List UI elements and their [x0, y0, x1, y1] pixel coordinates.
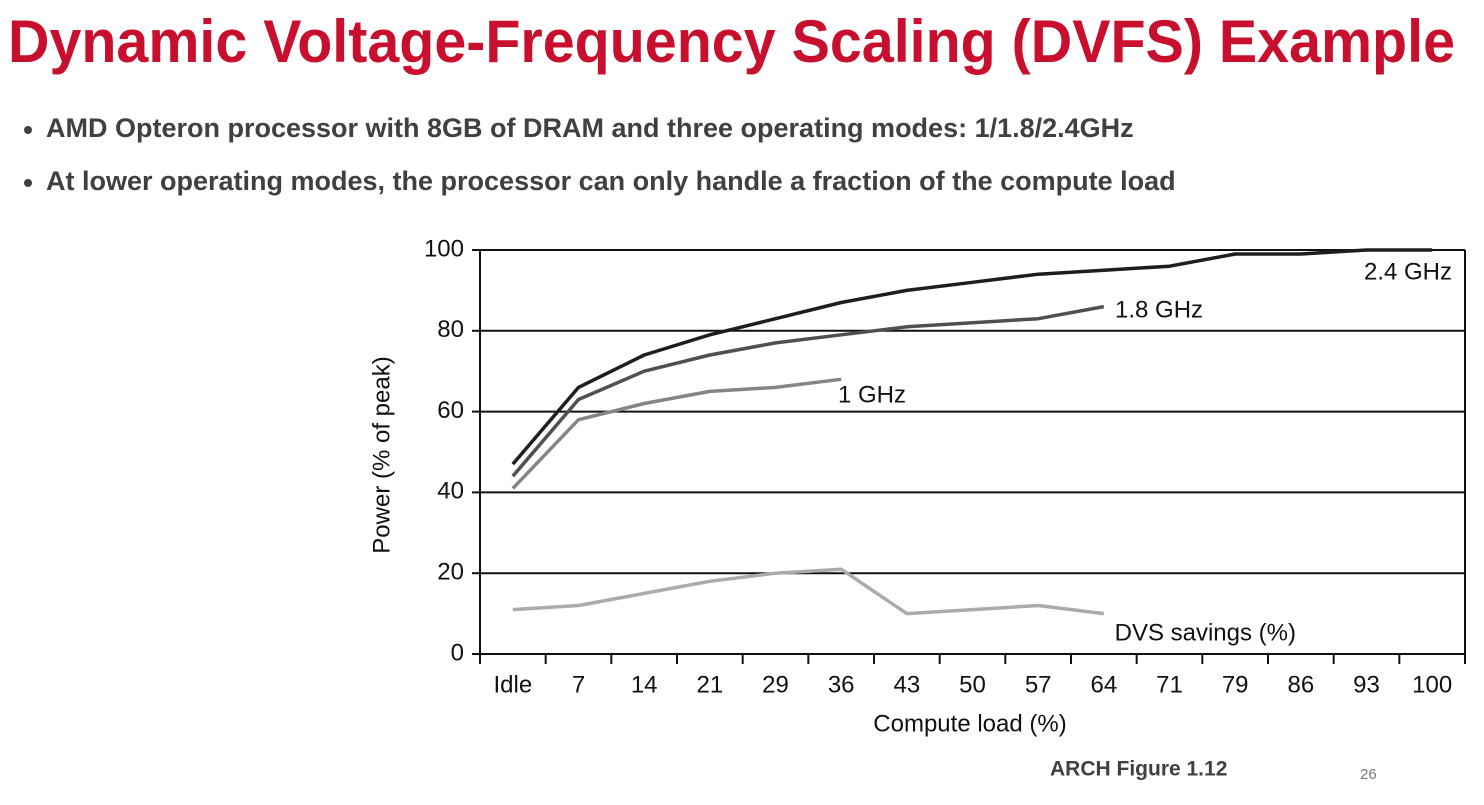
- series-label: DVS savings (%): [1115, 619, 1296, 646]
- x-tick-label: 21: [696, 671, 723, 698]
- x-tick-label: 79: [1222, 671, 1249, 698]
- y-tick-label: 40: [437, 478, 464, 505]
- series-label: 2.4 GHz: [1364, 258, 1452, 285]
- series-label: 1 GHz: [838, 381, 906, 408]
- series-line: [511, 304, 1105, 478]
- x-tick-label: 86: [1287, 671, 1314, 698]
- x-tick-label: 14: [631, 671, 658, 698]
- x-tick-label: 93: [1353, 671, 1380, 698]
- x-tick-label: 7: [572, 671, 585, 698]
- series-line: [512, 567, 1105, 616]
- x-tick-label: Idle: [493, 671, 532, 698]
- bullet-dot: [24, 179, 32, 187]
- x-tick-label: 64: [1090, 671, 1117, 698]
- x-tick-label: 36: [828, 671, 855, 698]
- y-tick-label: 20: [437, 559, 464, 586]
- figure-caption: ARCH Figure 1.12: [1050, 758, 1227, 781]
- x-tick-label: 50: [959, 671, 986, 698]
- bullet-dot: [24, 126, 32, 134]
- x-axis-label: Compute load (%): [873, 710, 1066, 737]
- x-tick-label: 71: [1156, 671, 1183, 698]
- x-tick-label: 57: [1025, 671, 1052, 698]
- y-tick-label: 100: [424, 235, 464, 262]
- page-number: 26: [1360, 766, 1377, 783]
- y-tick-label: 80: [437, 316, 464, 343]
- y-tick-label: 60: [437, 397, 464, 424]
- bullet-text: At lower operating modes, the processor …: [46, 166, 1176, 196]
- series-line: [511, 377, 842, 490]
- bullet-text: AMD Opteron processor with 8GB of DRAM a…: [46, 113, 1134, 143]
- x-tick-label: 43: [893, 671, 920, 698]
- series-label: 1.8 GHz: [1115, 296, 1203, 323]
- x-tick-label: 29: [762, 671, 789, 698]
- x-tick-label: 100: [1412, 671, 1452, 698]
- slide-title: Dynamic Voltage-Frequency Scaling (DVFS)…: [8, 8, 1455, 75]
- series-line: [511, 248, 1433, 466]
- y-axis-label: Power (% of peak): [368, 356, 395, 553]
- y-tick-label: 0: [451, 639, 464, 666]
